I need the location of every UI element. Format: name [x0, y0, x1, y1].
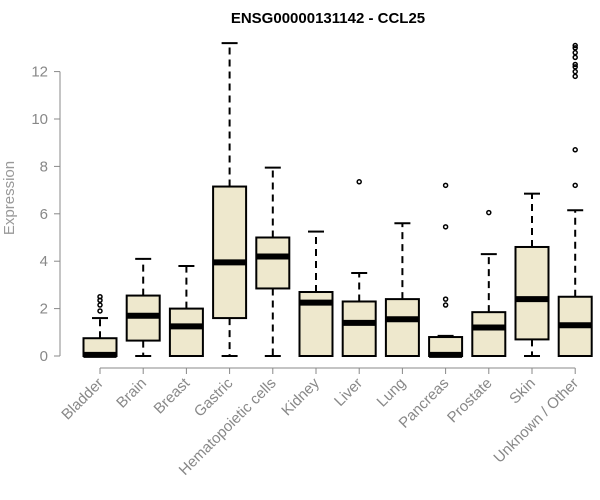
outlier-point: [97, 308, 103, 314]
outlier-point: [442, 302, 449, 308]
outlier-point: [97, 294, 103, 300]
outlier-point: [486, 209, 492, 216]
x-tick-label: Kidney: [278, 374, 323, 419]
box-group: [82, 294, 118, 358]
box-group: [125, 257, 161, 357]
outlier-point: [572, 49, 578, 56]
y-tick-label: 6: [40, 206, 48, 223]
y-axis: 0 2 4 6 8 10 12: [31, 64, 61, 365]
box-group: [384, 222, 420, 357]
outlier-point: [572, 73, 578, 80]
box-group: [557, 42, 593, 357]
x-tick-label: Breast: [151, 374, 194, 417]
x-tick-label: Lung: [374, 375, 410, 411]
x-tick-label: Liver: [331, 375, 366, 410]
boxes-group: [82, 42, 593, 358]
outlier-point: [572, 147, 578, 153]
outlier-point: [442, 224, 449, 230]
box-group: [428, 182, 464, 358]
y-tick-label: 10: [31, 111, 48, 128]
outlier-point: [572, 61, 578, 68]
box: [341, 300, 377, 357]
y-axis-label: Expression: [1, 161, 18, 235]
outlier-point: [572, 42, 578, 49]
y-tick-label: 2: [40, 301, 48, 318]
y-tick-label: 8: [40, 158, 48, 175]
outlier-point: [572, 54, 578, 61]
box-group: [298, 230, 334, 358]
y-tick-label: 0: [40, 348, 48, 365]
box-group: [471, 209, 507, 357]
box-group: [255, 166, 291, 357]
y-tick-label: 12: [31, 64, 48, 81]
box: [168, 307, 204, 358]
box-group: [168, 264, 204, 358]
outlier-point: [442, 182, 449, 189]
box: [384, 298, 420, 357]
outlier-point: [572, 68, 578, 75]
outlier-point: [572, 45, 578, 51]
x-tick-label: Bladder: [58, 375, 107, 424]
box-group: [341, 179, 377, 357]
box: [471, 311, 507, 357]
outlier-point: [572, 182, 578, 189]
x-tick-label: Skin: [506, 375, 539, 408]
box-group: [212, 42, 248, 357]
y-tick-label: 4: [40, 253, 48, 270]
outlier-point: [572, 64, 578, 70]
outlier-point: [442, 296, 449, 302]
outlier-point: [97, 302, 103, 308]
box: [212, 185, 248, 320]
x-tick-label: Brain: [113, 375, 150, 412]
box: [514, 245, 550, 341]
x-tick-label: Prostate: [444, 375, 496, 427]
box: [255, 236, 291, 290]
outlier-point: [356, 179, 362, 185]
chart-title: ENSG00000131142 - CCL25: [231, 10, 425, 27]
box-group: [514, 192, 550, 357]
